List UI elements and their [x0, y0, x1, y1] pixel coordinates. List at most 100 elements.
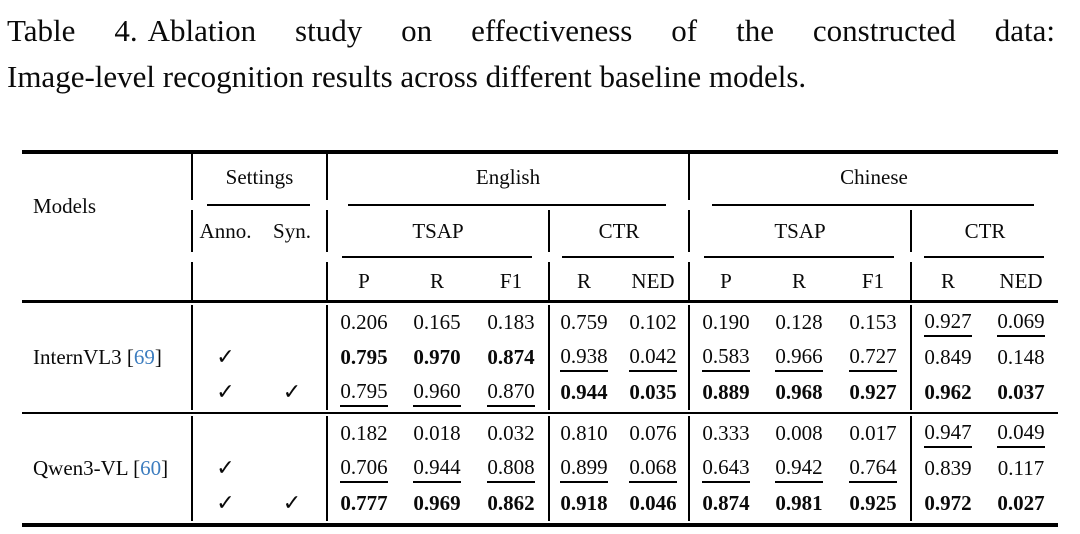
rule-under-chinese — [688, 200, 1058, 210]
table-rule-header-sep — [22, 300, 1058, 303]
header-p-english: P — [326, 262, 400, 300]
value-cell: 0.759 — [548, 305, 618, 340]
header-tsap-english: TSAP — [326, 210, 548, 252]
value-cell: 0.018 — [413, 421, 461, 445]
value-cell: 0.777 — [326, 486, 400, 521]
header-r-english: R — [429, 268, 444, 293]
value-cell: 0.069 — [984, 305, 1058, 340]
value-cell: 0.117 — [997, 456, 1045, 480]
value-cell: 0.969 — [413, 491, 461, 515]
value-cell: 0.102 — [629, 310, 677, 334]
value-cell: 0.049 — [984, 416, 1058, 451]
value-cell: 0.583 — [688, 340, 762, 375]
header-ned-english: NED — [631, 268, 675, 293]
citation-link[interactable]: 69 — [133, 345, 155, 369]
value-cell: 0.810 — [548, 416, 618, 451]
value-cell: 0.076 — [629, 421, 677, 445]
value-cell: 0.960 — [400, 375, 474, 410]
value-cell: 0.927 — [849, 380, 897, 404]
syn-checkmark-cell — [258, 305, 326, 340]
header-models: Models — [33, 193, 96, 218]
citation-link[interactable]: 60 — [140, 456, 162, 480]
anno-checkmark-cell: ✓ — [191, 340, 258, 375]
table-rule-bottom — [22, 523, 1058, 527]
caption-line-1: Table 4. Ablation study on effectiveness … — [7, 8, 1055, 54]
rule-under-ctr-chinese — [910, 252, 1058, 262]
rule-under-english — [326, 200, 688, 210]
syn-checkmark-cell: ✓ — [282, 380, 302, 405]
model-block-qwen3-vl: Qwen3-VL [60] 0.182 0.018 0.032 0.810 0.076 0.… — [22, 414, 1058, 523]
header-f1-english: F1 — [499, 268, 523, 293]
value-cell: 0.068 — [618, 451, 688, 486]
header-syn: Syn. — [273, 218, 311, 243]
value-cell: 0.795 — [326, 375, 400, 410]
value-cell: 0.972 — [910, 486, 984, 521]
rule-under-tsap-english — [326, 252, 548, 262]
value-cell: 0.795 — [326, 340, 400, 375]
table-rule-top — [22, 150, 1058, 154]
value-cell: 0.942 — [762, 451, 836, 486]
value-cell: 0.206 — [326, 305, 400, 340]
value-cell: 0.008 — [775, 421, 823, 445]
syn-checkmark-cell — [258, 451, 326, 486]
value-cell: 0.046 — [629, 491, 677, 515]
model-name: InternVL3 [ — [33, 345, 134, 369]
value-cell: 0.027 — [997, 491, 1045, 515]
value-cell: 0.727 — [836, 340, 910, 375]
value-cell: 0.808 — [474, 451, 548, 486]
anno-checkmark-cell: ✓ — [191, 486, 258, 521]
value-cell: 0.643 — [688, 451, 762, 486]
header-ctr-r-english: R — [548, 262, 618, 300]
value-cell: 0.870 — [474, 375, 548, 410]
value-cell: 0.938 — [548, 340, 618, 375]
value-cell: 0.764 — [836, 451, 910, 486]
caption-line-2: Image-level recognition results across d… — [7, 59, 807, 94]
header-spacer — [191, 262, 326, 300]
header-ctr-chinese: CTR — [910, 210, 1058, 252]
value-cell: 0.035 — [629, 380, 677, 404]
ablation-table: Models Settings English Chinese Anno. Sy… — [22, 150, 1058, 527]
value-cell: 0.128 — [775, 310, 823, 334]
value-cell: 0.706 — [326, 451, 400, 486]
header-anno: Anno. — [191, 210, 258, 252]
rule-under-settings — [191, 200, 326, 210]
value-cell: 0.944 — [400, 451, 474, 486]
value-cell: 0.981 — [775, 491, 823, 515]
value-cell: 0.042 — [618, 340, 688, 375]
syn-checkmark-cell — [258, 340, 326, 375]
header-chinese: Chinese — [688, 154, 1058, 200]
model-label: Qwen3-VL [60] — [22, 416, 191, 521]
value-cell: 0.968 — [775, 380, 823, 404]
header-ctr-english: CTR — [548, 210, 688, 252]
model-label: InternVL3 [69] — [22, 305, 191, 410]
value-cell: 0.925 — [849, 491, 897, 515]
value-cell: 0.333 — [688, 416, 762, 451]
header-f1-chinese: F1 — [861, 268, 885, 293]
header-r-chinese: R — [791, 268, 806, 293]
syn-checkmark-cell — [258, 416, 326, 451]
value-cell: 0.153 — [849, 310, 897, 334]
value-cell: 0.899 — [548, 451, 618, 486]
value-cell: 0.889 — [688, 375, 762, 410]
table-caption: Table 4. Ablation study on effectiveness … — [7, 8, 1055, 100]
value-cell: 0.944 — [548, 375, 618, 410]
value-cell: 0.165 — [413, 310, 461, 334]
value-cell: 0.927 — [910, 305, 984, 340]
value-cell: 0.032 — [487, 421, 535, 445]
anno-checkmark-cell: ✓ — [191, 451, 258, 486]
header-settings: Settings — [191, 154, 326, 200]
table-header: Models Settings English Chinese Anno. Sy… — [22, 154, 1058, 300]
value-cell: 0.017 — [849, 421, 897, 445]
citation-bracket: ] — [154, 345, 162, 369]
header-tsap-chinese: TSAP — [688, 210, 910, 252]
syn-checkmark-cell: ✓ — [282, 491, 302, 516]
model-block-internvl3: InternVL3 [69] 0.206 0.165 0.183 0.759 0.102 0… — [22, 303, 1058, 412]
header-english: English — [326, 154, 688, 200]
header-p-chinese: P — [688, 262, 762, 300]
value-cell: 0.874 — [487, 345, 535, 369]
value-cell: 0.849 — [910, 340, 984, 375]
header-ned-chinese: NED — [999, 268, 1043, 293]
value-cell: 0.839 — [910, 451, 984, 486]
value-cell: 0.874 — [688, 486, 762, 521]
